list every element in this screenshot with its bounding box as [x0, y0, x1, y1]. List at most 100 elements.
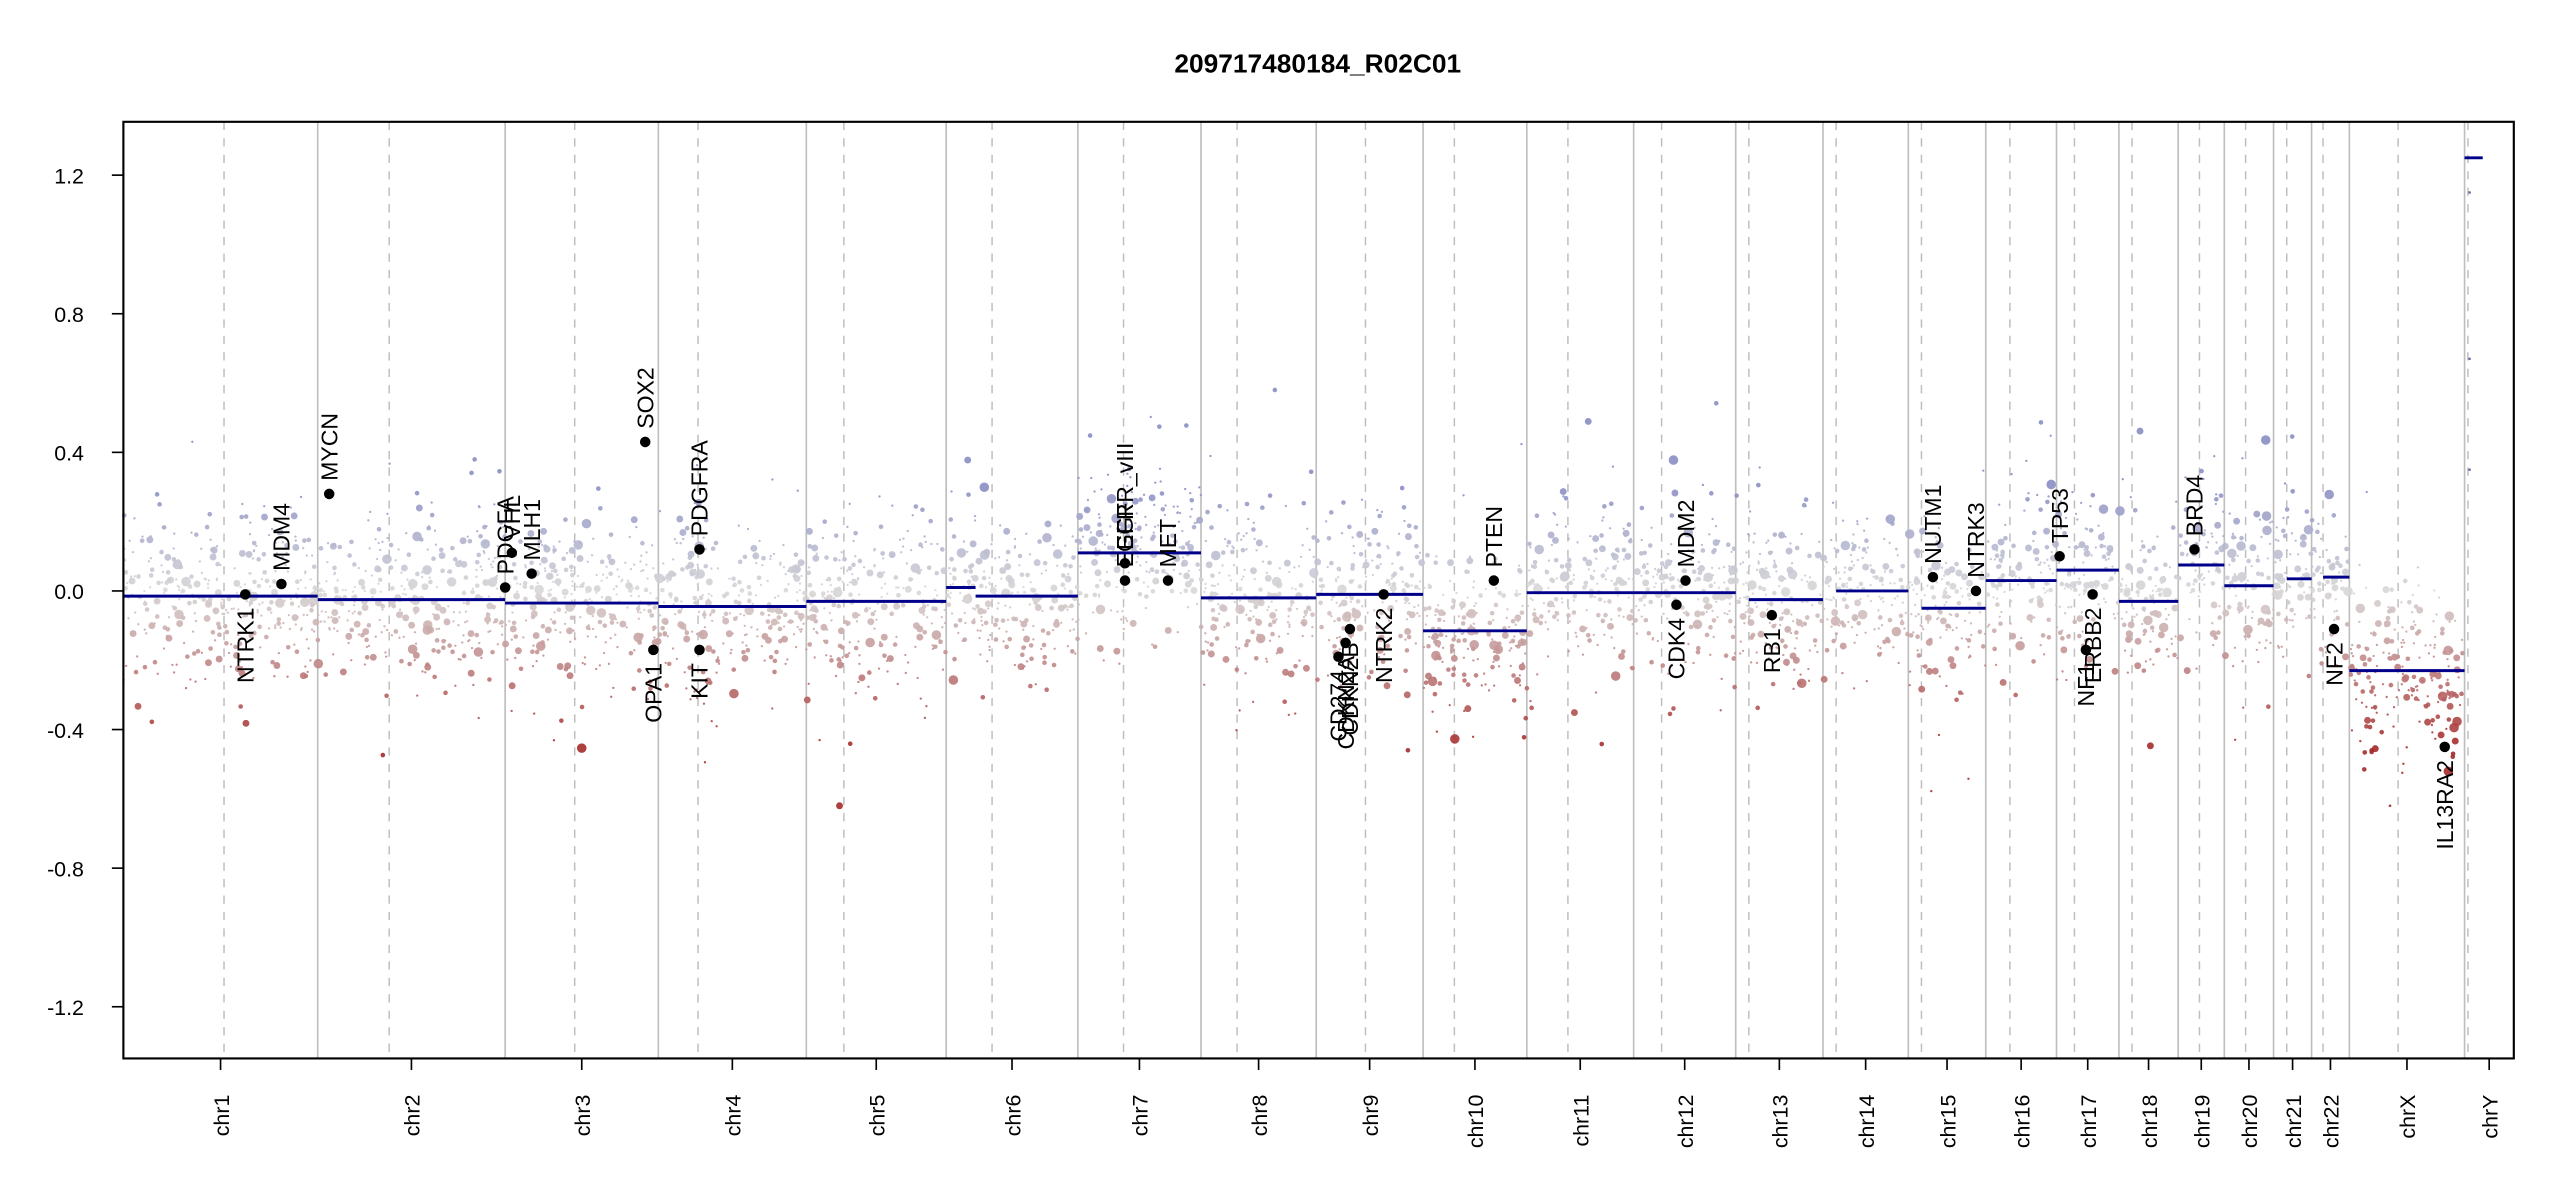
- probe-point: [2079, 501, 2083, 505]
- probe-point: [563, 517, 568, 522]
- probe-point: [883, 582, 887, 585]
- probe-point: [694, 574, 700, 580]
- probe-point: [2083, 663, 2089, 669]
- probe-point: [1270, 631, 1275, 637]
- probe-point: [1460, 632, 1463, 636]
- probe-point: [565, 602, 575, 612]
- probe-point: [710, 608, 716, 614]
- probe-point: [1890, 603, 1893, 607]
- probe-point: [1126, 466, 1132, 472]
- probe-point: [626, 606, 629, 609]
- probe-point: [1800, 625, 1804, 628]
- probe-point: [783, 587, 789, 593]
- probe-point: [502, 525, 505, 529]
- probe-point: [461, 653, 467, 659]
- probe-point: [1268, 639, 1272, 642]
- probe-point: [796, 578, 799, 581]
- probe-point: [1124, 521, 1127, 524]
- probe-point: [680, 600, 683, 603]
- probe-point: [498, 549, 501, 552]
- probe-point: [2433, 643, 2436, 647]
- gene-label: MYCN: [316, 413, 342, 481]
- probe-point: [2283, 571, 2287, 575]
- probe-point: [248, 600, 254, 605]
- probe-point: [2425, 702, 2431, 707]
- probe-point: [1329, 561, 1332, 564]
- probe-point: [306, 670, 309, 674]
- probe-point: [679, 529, 687, 536]
- probe-point: [2264, 646, 2267, 650]
- probe-point: [655, 678, 658, 681]
- probe-point: [980, 619, 983, 622]
- probe-point: [1925, 667, 1933, 675]
- probe-point: [2018, 576, 2021, 580]
- probe-point: [1991, 543, 1999, 551]
- probe-point: [1282, 668, 1289, 676]
- probe-point: [1816, 650, 1819, 654]
- probe-point: [1792, 656, 1800, 664]
- chromosome-label: chr5: [865, 1095, 889, 1137]
- probe-point: [1552, 511, 1555, 515]
- probe-point: [2083, 548, 2086, 551]
- probe-point: [737, 559, 743, 565]
- probe-point: [968, 564, 973, 570]
- probe-point: [1877, 609, 1880, 612]
- probe-point: [319, 620, 323, 623]
- probe-point: [1494, 587, 1498, 590]
- probe-point: [1948, 613, 1951, 616]
- probe-point: [496, 545, 499, 548]
- probe-point: [1113, 647, 1121, 655]
- probe-point: [557, 584, 560, 587]
- probe-point: [779, 563, 782, 566]
- probe-point: [1356, 531, 1364, 538]
- probe-point: [474, 560, 480, 565]
- probe-point: [1221, 564, 1224, 567]
- probe-point: [2118, 588, 2124, 593]
- probe-point: [2201, 578, 2204, 582]
- probe-point: [2078, 593, 2081, 597]
- probe-point: [1912, 588, 1915, 591]
- probe-point: [636, 610, 640, 614]
- probe-point: [2179, 544, 2182, 547]
- probe-point: [1265, 660, 1269, 663]
- probe-point: [1547, 531, 1555, 539]
- probe-point: [1772, 590, 1777, 596]
- probe-point: [588, 598, 591, 601]
- probe-point: [684, 628, 687, 631]
- probe-point: [2265, 620, 2273, 628]
- probe-point: [2218, 493, 2224, 498]
- probe-point: [1985, 572, 1990, 578]
- probe-point: [1712, 635, 1715, 639]
- probe-point: [948, 566, 951, 570]
- probe-point: [1998, 615, 2001, 618]
- probe-point: [1633, 618, 1638, 623]
- probe-point: [585, 590, 588, 594]
- probe-point: [840, 567, 843, 570]
- probe-point: [900, 602, 906, 608]
- probe-point: [2457, 676, 2460, 679]
- probe-point: [427, 525, 431, 528]
- probe-point: [458, 611, 461, 614]
- probe-point: [1738, 597, 1742, 600]
- probe-point: [288, 627, 292, 631]
- probe-point: [2185, 554, 2189, 557]
- probe-point: [1111, 513, 1121, 524]
- probe-point: [1461, 615, 1467, 620]
- probe-point: [2185, 506, 2189, 509]
- probe-point: [1371, 573, 1375, 577]
- probe-point: [1076, 587, 1079, 590]
- probe-point: [2109, 576, 2114, 581]
- probe-point: [208, 646, 213, 651]
- probe-point: [2283, 482, 2287, 485]
- probe-point: [148, 573, 154, 578]
- probe-point: [1739, 613, 1747, 620]
- probe-point: [566, 672, 574, 680]
- probe-point: [1650, 526, 1653, 529]
- probe-point: [1183, 572, 1191, 580]
- probe-point: [374, 538, 377, 541]
- probe-point: [1812, 638, 1818, 643]
- probe-point: [1757, 560, 1760, 563]
- probe-point: [1408, 602, 1411, 605]
- probe-point: [1042, 533, 1052, 543]
- probe-point: [1437, 617, 1442, 623]
